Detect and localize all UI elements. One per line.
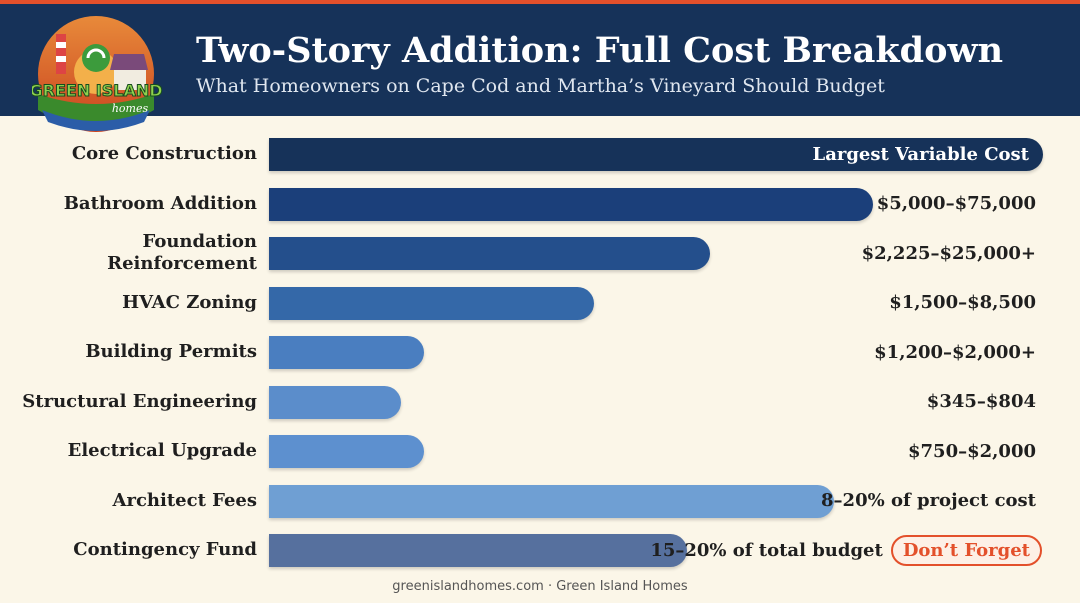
top-accent-line bbox=[0, 0, 1080, 4]
bar bbox=[269, 187, 873, 221]
bar-value-label: $750–$2,000 bbox=[908, 440, 1036, 462]
bar-value-label: 15–20% of total budget Don’t Forget bbox=[650, 528, 1042, 572]
bar bbox=[269, 385, 401, 419]
page-title: Two-Story Addition: Full Cost Breakdown bbox=[196, 30, 1004, 71]
bar-category-label: Building Permits bbox=[85, 341, 257, 362]
bar-value-label: $5,000–$75,000 bbox=[876, 193, 1036, 214]
bar-value-label: $1,200–$2,000+ bbox=[874, 341, 1036, 363]
bar-category-label: HVAC Zoning bbox=[122, 291, 257, 313]
bar-row: Contingency Fund 15–20% of total budget Do… bbox=[0, 528, 1080, 572]
logo-text-sub: homes bbox=[112, 102, 149, 115]
header-banner: GREEN ISLAND homes Two-Story Addition: F… bbox=[0, 4, 1080, 132]
bar bbox=[269, 336, 424, 369]
bar-category-label: Architect Fees bbox=[112, 489, 257, 511]
bar-category-label: Foundation Reinforcement bbox=[107, 231, 257, 274]
bar-row: HVAC Zoning $1,500–$8,500 bbox=[0, 281, 1080, 325]
bar bbox=[269, 286, 595, 320]
bar-row: Structural Engineering $345–$804 bbox=[0, 380, 1080, 424]
bar-row: Foundation Reinforcement $2,225–$25,000+ bbox=[0, 231, 1080, 275]
page-subtitle: What Homeowners on Cape Cod and Martha’s… bbox=[196, 75, 885, 97]
bar-row: Core Construction Largest Variable Cost bbox=[0, 132, 1080, 176]
bar-row: Electrical Upgrade $750–$2,000 bbox=[0, 429, 1080, 473]
bar-row: Architect Fees 8–20% of project cost bbox=[0, 479, 1080, 523]
bar bbox=[269, 138, 1043, 171]
bar bbox=[269, 435, 424, 468]
bar-value-label: $345–$804 bbox=[926, 391, 1036, 412]
bar-category-label: Structural Engineering bbox=[22, 390, 257, 412]
bar-category-label: Core Construction bbox=[71, 143, 257, 164]
bar bbox=[269, 534, 687, 567]
bar-row: Bathroom Addition $5,000–$75,000 bbox=[0, 182, 1080, 226]
bar-value-label: $2,225–$25,000+ bbox=[861, 242, 1036, 264]
bar-value-label: Largest Variable Cost bbox=[812, 143, 1029, 165]
green-island-homes-logo: GREEN ISLAND homes bbox=[32, 16, 162, 132]
bar-category-label: Electrical Upgrade bbox=[67, 440, 257, 461]
bar bbox=[269, 484, 835, 518]
bar-row: Building Permits $1,200–$2,000+ bbox=[0, 330, 1080, 374]
bar-value-label: $1,500–$8,500 bbox=[889, 292, 1036, 313]
footer-credit: greenislandhomes.com · Green Island Home… bbox=[392, 579, 688, 594]
bar-category-label: Bathroom Addition bbox=[63, 192, 257, 214]
bar-category-label: Contingency Fund bbox=[73, 539, 257, 560]
logo-text-main: GREEN ISLAND bbox=[32, 81, 162, 100]
bar-value-label: 8–20% of project cost bbox=[821, 490, 1036, 511]
dont-forget-badge: Don’t Forget bbox=[890, 534, 1042, 566]
bar bbox=[269, 237, 711, 270]
